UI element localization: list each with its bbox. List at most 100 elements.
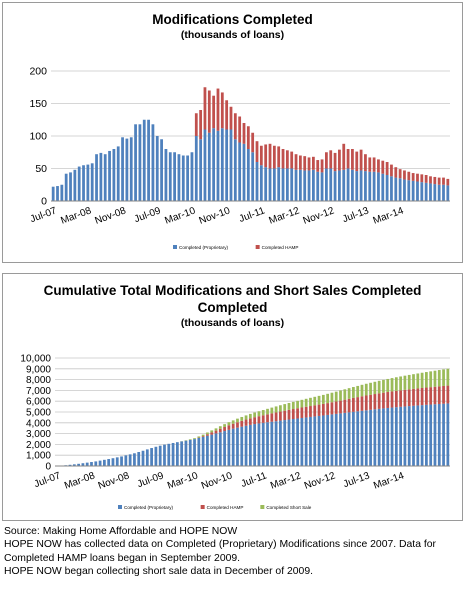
bar (329, 150, 333, 169)
bar (203, 129, 207, 201)
chart-subtitle: (thousands of loans) (180, 29, 285, 41)
note-line: Completed HAMP loans began in September … (4, 552, 241, 564)
bar (268, 168, 272, 201)
bar (287, 419, 291, 466)
x-tick-label: Jul-07 (29, 205, 59, 225)
bar (386, 392, 390, 408)
x-tick-label: Jul-11 (238, 205, 267, 225)
bar (446, 178, 450, 186)
x-tick-label: Nov-08 (94, 205, 128, 227)
y-tick-label: 7,000 (26, 386, 51, 397)
bar (218, 426, 222, 429)
legend-label: Completed HAMP (207, 505, 244, 510)
y-tick-label: 50 (35, 163, 47, 175)
bar (446, 368, 450, 386)
bar (216, 88, 220, 131)
bar (382, 408, 385, 466)
bar (369, 382, 372, 395)
x-tick-label: Mar-14 (372, 205, 406, 226)
bar (343, 412, 347, 466)
x-tick-label: Nov-10 (198, 205, 232, 227)
bar (151, 124, 155, 201)
chart-title: Modifications Completed (152, 12, 313, 27)
bar (411, 173, 415, 181)
bar (312, 156, 315, 170)
bar (420, 182, 424, 201)
bar (268, 143, 272, 169)
bar (369, 409, 372, 466)
bar (210, 430, 214, 433)
bar (188, 439, 192, 466)
bar (242, 143, 246, 201)
bar (181, 155, 185, 201)
bar (283, 410, 287, 421)
bar (300, 399, 304, 408)
bar (240, 426, 244, 466)
bar (137, 452, 141, 466)
legend-swatch (118, 505, 122, 509)
y-tick-label: 2,000 (26, 440, 51, 451)
bar (190, 152, 194, 201)
bar (356, 385, 360, 398)
bar (90, 163, 94, 201)
bar (390, 407, 394, 466)
bar (372, 171, 376, 201)
y-tick-label: 150 (29, 98, 47, 110)
bar (69, 172, 72, 201)
x-tick-label: Mar-10 (166, 470, 200, 491)
bar (283, 404, 287, 411)
bar (225, 129, 229, 201)
bar (368, 171, 372, 201)
bar (290, 168, 294, 201)
bar (231, 420, 235, 424)
bar (259, 145, 263, 166)
bar (175, 442, 179, 466)
bar (194, 136, 198, 201)
bar (201, 436, 205, 466)
bar (218, 428, 222, 433)
bar (112, 149, 116, 201)
bar (272, 168, 276, 201)
bar (233, 139, 237, 201)
bar (398, 178, 402, 201)
bar (416, 373, 420, 389)
bar (223, 426, 226, 432)
bar (145, 449, 149, 466)
bar (403, 170, 406, 180)
bar (321, 394, 325, 404)
source-notes: Source: Making Home Affordable and HOPE … (4, 525, 464, 578)
bar (300, 407, 304, 418)
bar (95, 154, 98, 201)
bar (437, 386, 441, 404)
x-tick-label: Jul-09 (136, 470, 166, 490)
bar (364, 383, 368, 396)
bar (320, 172, 324, 201)
bar (356, 411, 360, 466)
bar (326, 393, 330, 404)
x-tick-label: Jul-13 (342, 470, 372, 490)
bar (437, 370, 441, 387)
bar (242, 123, 246, 144)
bar (304, 406, 308, 418)
bar (255, 162, 259, 201)
x-tick-label: Jul-09 (133, 205, 163, 225)
bar (420, 372, 424, 388)
bar (339, 390, 342, 401)
bar (377, 159, 380, 173)
bar (207, 132, 211, 201)
bar (116, 146, 120, 201)
bar (128, 454, 132, 466)
bar (227, 429, 231, 466)
bar (244, 419, 248, 426)
x-tick-label: Mar-14 (372, 470, 406, 491)
bar (399, 376, 402, 391)
bar (236, 418, 239, 423)
bar (442, 184, 445, 201)
bar (334, 401, 338, 414)
bar (253, 424, 257, 466)
bar (377, 172, 380, 201)
bar (296, 418, 299, 466)
bar (238, 116, 242, 143)
bar (330, 392, 334, 403)
bar (120, 456, 123, 466)
